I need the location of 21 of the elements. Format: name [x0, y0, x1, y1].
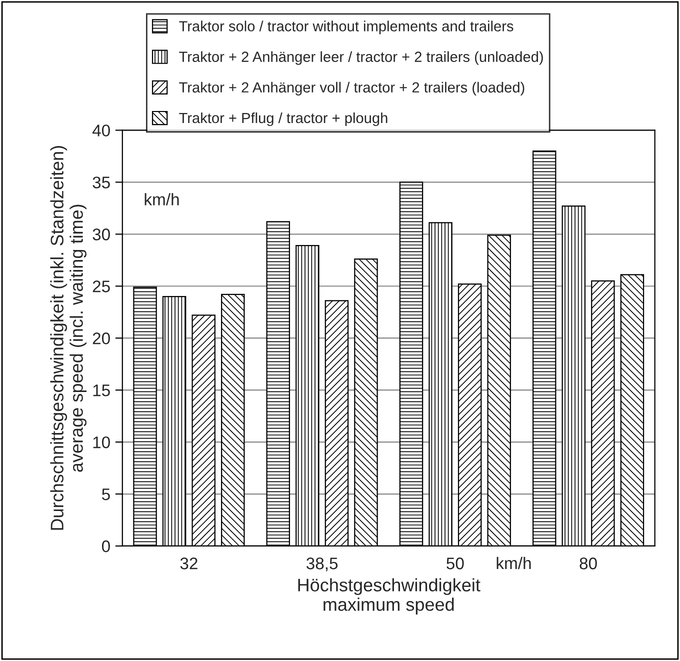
legend-label: Traktor + 2 Anhänger leer / tractor + 2 trailers (unloaded) [179, 51, 543, 65]
y-tick-label: 0 [102, 540, 110, 552]
y-tick-label: 25 [92, 280, 110, 292]
legend-label: Traktor + 2 Anhänger voll / tractor + 2 trailers (loaded) [179, 82, 524, 96]
y-axis-title: Durchschnittsgeschwindigkeit (inkl. Standzeiten) average speed (incl. waiting time) [50, 146, 86, 530]
y-tick-label: 5 [102, 488, 110, 500]
y-tick-label: 10 [93, 436, 110, 448]
text: km/h [496, 556, 531, 570]
legend-label: Traktor + Pflug / tractor + plough [179, 112, 388, 126]
x-tick-label: 80 [580, 558, 597, 570]
x-axis-title: Höchstgeschwindigkeit maximum speed [298, 578, 480, 614]
y-tick-label: 30 [92, 228, 110, 240]
legend-label: Traktor solo / tractor without implements and trailers [179, 20, 514, 34]
y-tick-label: 15 [93, 384, 110, 396]
y-tick-label: 40 [92, 124, 110, 136]
annotation: km/h [144, 193, 179, 206]
y-tick-label: 20 [92, 332, 110, 344]
x-tick-label: 38,5 [306, 558, 338, 572]
y-tick-label: 35 [92, 176, 110, 188]
x-tick-label: 32 [180, 558, 198, 570]
x-tick-label: 50 [446, 558, 464, 570]
